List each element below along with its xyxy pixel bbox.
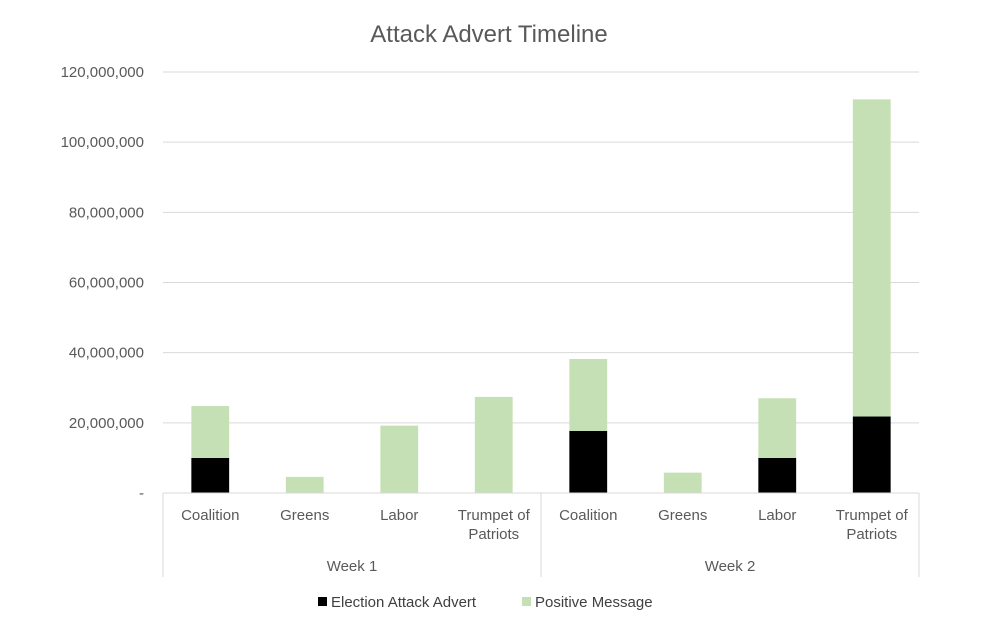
x-tick-label: Greens — [280, 507, 329, 524]
bar — [569, 430, 608, 493]
x-tick-label: Coalition — [559, 507, 617, 524]
y-tick-label: 40,000,000 — [69, 345, 144, 362]
y-tick-label: 100,000,000 — [61, 134, 144, 151]
bar — [380, 425, 419, 493]
bar — [852, 99, 891, 417]
gridlines — [163, 71, 919, 424]
x-group-label: Week 2 — [705, 558, 756, 575]
y-tick-label: - — [139, 485, 144, 502]
bar — [191, 457, 230, 493]
bar — [852, 416, 891, 493]
x-tick-label: Coalition — [181, 507, 239, 524]
bar — [474, 396, 513, 493]
bar — [758, 457, 797, 493]
x-tick-label: Greens — [658, 507, 707, 524]
x-tick-label: Trumpet of Patriots — [836, 507, 909, 543]
y-tick-label: 20,000,000 — [69, 415, 144, 432]
x-axis: Coalition Greens Labor Trumpet of Patriots Co… — [162, 492, 920, 577]
x-tick-label: Labor — [380, 507, 418, 524]
bar — [285, 476, 324, 493]
y-tick-label: 60,000,000 — [69, 275, 144, 292]
x-group-label: Week 1 — [327, 558, 378, 575]
legend-swatch — [318, 597, 327, 606]
x-tick-label: Labor — [758, 507, 796, 524]
y-axis: - 20,000,000 40,000,000 60,000,000 80,000,00… — [61, 64, 144, 502]
legend-label: Election Attack Advert — [331, 594, 477, 611]
y-tick-label: 80,000,000 — [69, 204, 144, 221]
legend-label: Positive Message — [535, 594, 653, 611]
y-tick-label: 120,000,000 — [61, 64, 144, 81]
bar — [191, 405, 230, 458]
bar — [569, 358, 608, 431]
chart-title: Attack Advert Timeline — [370, 21, 607, 48]
legend-swatch — [522, 597, 531, 606]
bar — [758, 398, 797, 458]
x-tick-label: Trumpet of Patriots — [458, 507, 531, 543]
bars — [191, 99, 891, 493]
bar — [663, 472, 702, 493]
legend: Election Attack Advert Positive Message — [318, 594, 653, 611]
